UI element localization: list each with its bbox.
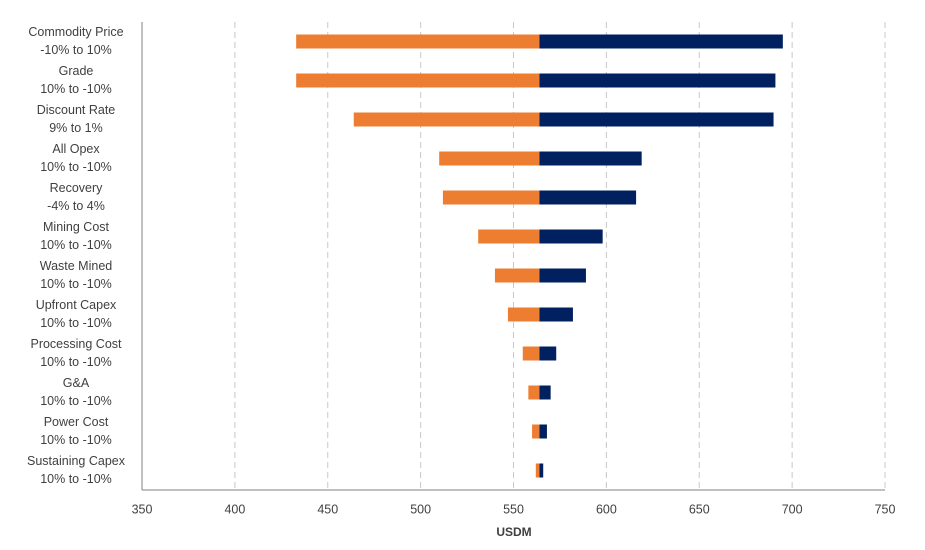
y-tick-sublabel: 10% to -10% [40, 238, 112, 252]
y-tick-sublabel: 9% to 1% [49, 121, 103, 135]
x-tick-label: 400 [224, 502, 245, 516]
y-tick-label: Recovery [50, 181, 104, 195]
y-tick-label: Commodity Price [28, 25, 123, 39]
y-tick-label: Mining Cost [43, 220, 110, 234]
bar [532, 424, 540, 439]
y-tick-sublabel: 10% to -10% [40, 160, 112, 174]
y-tick-sublabel: 10% to -10% [40, 277, 112, 291]
bar [539, 346, 557, 361]
y-tick-label: Waste Mined [40, 259, 113, 273]
bar [539, 34, 783, 49]
x-tick-label: 500 [410, 502, 431, 516]
x-tick-label: 700 [782, 502, 803, 516]
bar [539, 463, 544, 478]
bar [539, 424, 547, 439]
bar [539, 73, 776, 88]
bar [442, 190, 540, 205]
y-tick-label: Sustaining Capex [27, 454, 126, 468]
y-tick-sublabel: 10% to -10% [40, 316, 112, 330]
bar [507, 307, 540, 322]
bar [353, 112, 540, 127]
y-tick-sublabel: 10% to -10% [40, 433, 112, 447]
bar [296, 34, 540, 49]
bar [296, 73, 540, 88]
bar [439, 151, 540, 166]
bar [539, 268, 586, 283]
bar [494, 268, 540, 283]
y-tick-label: Power Cost [44, 415, 109, 429]
x-axis-title: USDM [496, 525, 531, 539]
bar [539, 307, 573, 322]
y-tick-sublabel: 10% to -10% [40, 355, 112, 369]
y-tick-sublabel: 10% to -10% [40, 394, 112, 408]
y-tick-label: All Opex [52, 142, 100, 156]
y-tick-label: G&A [63, 376, 90, 390]
y-tick-sublabel: 10% to -10% [40, 82, 112, 96]
y-tick-sublabel: -10% to 10% [40, 43, 112, 57]
y-tick-label: Processing Cost [30, 337, 122, 351]
bar [539, 112, 774, 127]
y-tick-sublabel: 10% to -10% [40, 472, 112, 486]
x-tick-label: 600 [596, 502, 617, 516]
bar [539, 190, 637, 205]
bar [528, 385, 540, 400]
x-tick-label: 550 [503, 502, 524, 516]
y-tick-label: Upfront Capex [36, 298, 117, 312]
y-tick-label: Grade [59, 64, 94, 78]
bar [478, 229, 540, 244]
x-tick-label: 450 [317, 502, 338, 516]
y-tick-sublabel: -4% to 4% [47, 199, 105, 213]
bar [539, 151, 642, 166]
x-tick-label: 650 [689, 502, 710, 516]
y-tick-label: Discount Rate [37, 103, 116, 117]
x-tick-label: 750 [875, 502, 896, 516]
x-tick-label: 350 [132, 502, 153, 516]
bar [535, 463, 540, 478]
bar [539, 229, 603, 244]
bar [539, 385, 551, 400]
bar [522, 346, 540, 361]
